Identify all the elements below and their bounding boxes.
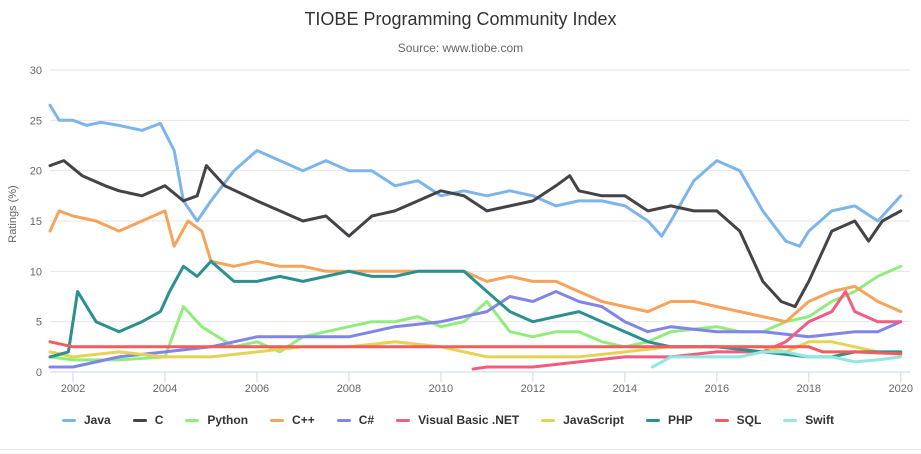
legend-label: Swift	[805, 413, 834, 427]
line-chart: 0 5 10 15 20 25 30 2002 2004 2006 2008 2010 2012 2014…	[30, 65, 913, 395]
legend-label: C++	[292, 413, 315, 427]
legend-swatch	[396, 418, 411, 422]
series-line-python[interactable]	[48, 264, 903, 362]
legend-label: JavaScript	[563, 413, 624, 427]
legend-label: PHP	[667, 413, 693, 427]
x-tick-label: 2012	[521, 383, 545, 395]
x-tick-label: 2020	[889, 383, 913, 395]
legend-label: C#	[358, 413, 375, 427]
x-tick-label: 2006	[245, 383, 269, 395]
axes: 0 5 10 15 20 25 30 2002 2004 2006 2008 2010 2012 2014…	[30, 65, 913, 395]
chart-subtitle: Source: www.tiobe.com	[397, 41, 524, 55]
legend-item-java[interactable]: Java	[62, 413, 111, 427]
chart-title: TIOBE Programming Community Index	[304, 9, 617, 29]
legend-swatch	[714, 418, 729, 422]
y-tick-label: 0	[36, 367, 42, 379]
y-tick-label: 25	[30, 115, 42, 127]
x-tick-label: 2016	[705, 383, 729, 395]
y-tick-label: 30	[30, 65, 42, 77]
legend-swatch	[132, 418, 147, 422]
series-line-java[interactable]	[48, 103, 903, 248]
legend-swatch	[783, 418, 798, 422]
series-line-c[interactable]	[48, 209, 903, 324]
legend-label: C	[154, 413, 164, 427]
legend-label: SQL	[736, 413, 762, 427]
legend-swatch	[270, 418, 285, 422]
x-tick-label: 2014	[613, 383, 637, 395]
x-tick-label: 2018	[797, 383, 821, 395]
grid-lines	[50, 69, 910, 373]
y-tick-label: 20	[30, 166, 42, 178]
x-tick-label: 2010	[429, 383, 453, 395]
legend-item-c[interactable]: C	[132, 413, 164, 427]
series-line-swift[interactable]	[651, 350, 903, 369]
legend-item-c[interactable]: C++	[270, 413, 315, 427]
x-tick-label: 2002	[61, 383, 85, 395]
legend: Java C Python C++ C# Visual Basic .NET JavaScr…	[62, 410, 856, 430]
legend-swatch	[185, 418, 200, 422]
legend-swatch	[62, 418, 76, 422]
legend-swatch	[336, 418, 351, 422]
legend-label: Visual Basic .NET	[418, 413, 520, 427]
legend-item-visual-basic-net[interactable]: Visual Basic .NET	[396, 413, 519, 427]
series-line-sql[interactable]	[48, 340, 903, 356]
series-line-c[interactable]	[48, 159, 903, 309]
y-tick-label: 15	[30, 216, 42, 228]
legend-item-sql[interactable]: SQL	[714, 413, 762, 427]
x-tick-label: 2004	[153, 383, 177, 395]
legend-swatch	[645, 418, 660, 422]
legend-label: Python	[207, 413, 249, 427]
series-lines	[48, 103, 903, 371]
bottom-divider	[0, 449, 921, 450]
legend-item-javascript[interactable]: JavaScript	[541, 413, 624, 427]
legend-item-php[interactable]: PHP	[645, 413, 693, 427]
legend-item-c[interactable]: C#	[336, 413, 375, 427]
series-line-javascript[interactable]	[48, 340, 903, 359]
legend-item-swift[interactable]: Swift	[783, 413, 834, 427]
x-tick-label: 2008	[337, 383, 361, 395]
legend-swatch	[541, 418, 556, 422]
y-tick-label: 5	[36, 317, 42, 329]
legend-item-python[interactable]: Python	[185, 413, 248, 427]
y-tick-label: 10	[30, 266, 42, 278]
legend-label: Java	[84, 413, 111, 427]
